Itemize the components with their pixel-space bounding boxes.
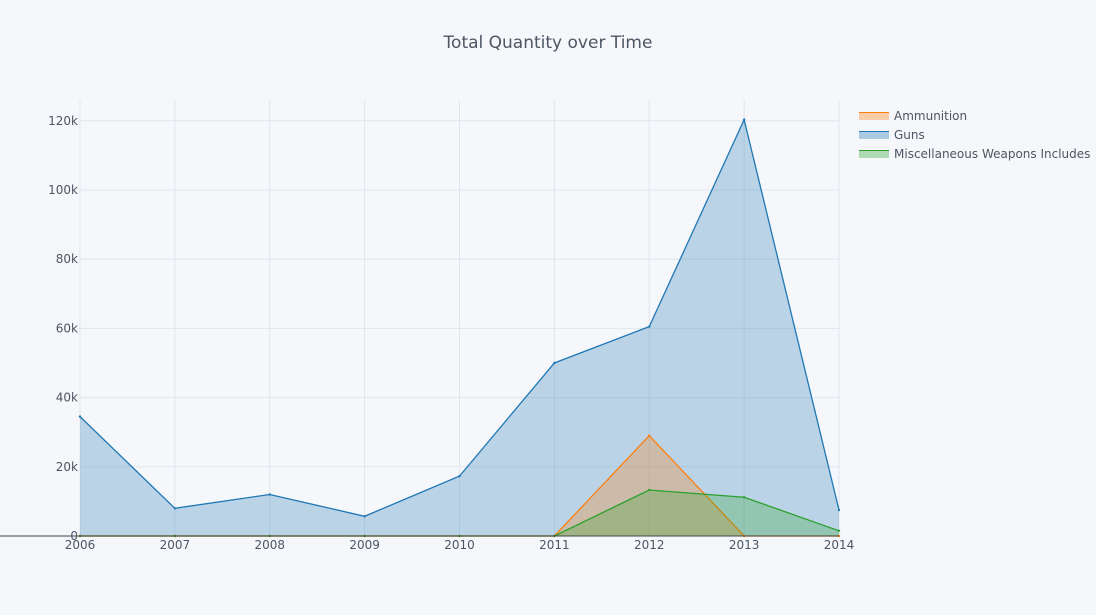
data-point-miscellaneous-2013: [742, 496, 746, 499]
x-tick-label-2008: 2008: [254, 538, 285, 552]
data-point-guns-2010: [458, 474, 461, 478]
x-tick-label-2012: 2012: [634, 538, 665, 552]
legend-label-miscellaneous-weapons: Miscellaneous Weapons Includes: [894, 146, 1091, 161]
data-point-guns-2008: [268, 493, 271, 496]
data-point-guns-2006: [78, 415, 82, 418]
legend-item-guns[interactable]: Guns: [859, 125, 1090, 144]
legend-item-ammunition[interactable]: Ammunition: [859, 106, 1090, 125]
axes: 0 20k 40k 60k 80k 100k 120k 2006 2007 2008 2009 201…: [0, 114, 854, 552]
legend: Ammunition Guns Miscellaneous Weapons In…: [859, 106, 1090, 163]
data-point-miscellaneous-2014: [837, 529, 841, 533]
legend-label-ammunition: Ammunition: [894, 108, 968, 123]
x-tick-label-2011: 2011: [539, 538, 570, 552]
legend-swatch-guns: [859, 130, 889, 139]
y-tick-label-100k: 100k: [48, 183, 78, 197]
area-fill-guns: [80, 119, 839, 536]
area-fill-miscellaneous: [80, 489, 839, 536]
x-tick-label-2006: 2006: [65, 538, 96, 552]
legend-swatch-ammunition: [859, 111, 889, 120]
data-point-miscellaneous-2012: [648, 488, 651, 492]
y-tick-label-0: 0: [70, 529, 78, 543]
data-point-guns-2012: [648, 325, 651, 328]
x-tick-label-2014: 2014: [824, 538, 855, 552]
legend-label-guns: Guns: [894, 127, 925, 142]
y-tick-label-20k: 20k: [56, 460, 78, 474]
x-tick-label-2010: 2010: [444, 538, 475, 552]
x-tick-label-2009: 2009: [349, 538, 380, 552]
y-tick-label-60k: 60k: [56, 321, 78, 335]
y-tick-label-120k: 120k: [48, 114, 78, 128]
legend-swatch-miscellaneous-weapons: [859, 149, 889, 158]
x-tick-label-2013: 2013: [729, 538, 760, 552]
x-tick-label-2007: 2007: [160, 538, 191, 552]
data-point-guns-2009: [363, 515, 366, 518]
data-point-guns-2014: [837, 508, 841, 512]
data-point-guns-2011: [553, 361, 556, 365]
y-tick-label-40k: 40k: [56, 391, 78, 405]
y-tick-label-80k: 80k: [56, 252, 78, 266]
area-fill-ammunition: [80, 435, 839, 536]
chart-title: Total Quantity over Time: [443, 33, 653, 53]
data-point-guns-2007: [173, 507, 177, 510]
legend-item-miscellaneous-weapons[interactable]: Miscellaneous Weapons Includes: [859, 144, 1090, 163]
data-point-ammunition-2012: [648, 434, 651, 437]
data-point-guns-2013: [742, 118, 746, 121]
